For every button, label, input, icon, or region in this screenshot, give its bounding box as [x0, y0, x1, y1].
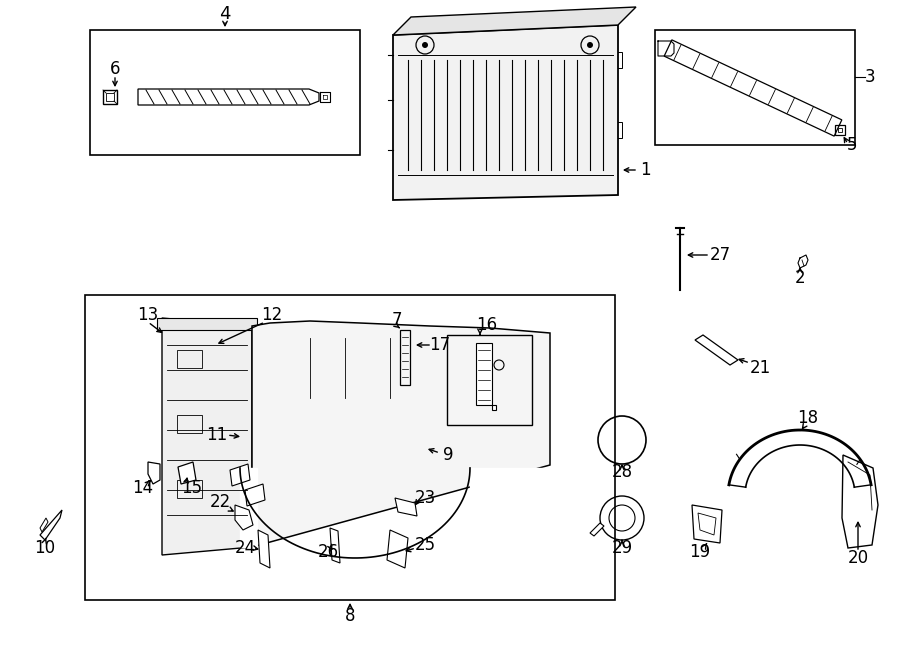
Bar: [177, 480, 202, 498]
Polygon shape: [138, 89, 319, 105]
Polygon shape: [157, 318, 257, 330]
Bar: [835, 125, 845, 135]
Text: 26: 26: [318, 543, 338, 561]
Polygon shape: [387, 530, 408, 568]
Text: 1: 1: [640, 161, 651, 179]
Text: 29: 29: [611, 539, 633, 557]
Bar: [106, 93, 114, 101]
Text: 21: 21: [750, 359, 770, 377]
Bar: [103, 90, 117, 104]
Polygon shape: [695, 335, 738, 365]
Polygon shape: [252, 321, 550, 547]
Polygon shape: [240, 468, 257, 547]
Polygon shape: [664, 40, 842, 136]
Text: 19: 19: [689, 543, 711, 561]
Text: 3: 3: [865, 68, 876, 86]
Polygon shape: [393, 25, 618, 200]
Text: 27: 27: [709, 246, 731, 264]
Text: 4: 4: [220, 5, 230, 23]
Bar: [177, 415, 202, 433]
Text: 6: 6: [110, 60, 121, 78]
Polygon shape: [842, 455, 878, 548]
Text: 9: 9: [443, 446, 454, 464]
Bar: [90, 30, 360, 155]
Polygon shape: [698, 513, 716, 535]
Polygon shape: [162, 318, 252, 555]
Polygon shape: [40, 510, 62, 540]
Polygon shape: [235, 505, 253, 530]
Polygon shape: [470, 468, 550, 547]
Text: 23: 23: [414, 489, 436, 507]
Text: 11: 11: [206, 426, 228, 444]
Polygon shape: [178, 462, 196, 484]
Text: 25: 25: [414, 536, 436, 554]
Polygon shape: [40, 518, 48, 532]
Text: 7: 7: [392, 311, 402, 329]
Polygon shape: [148, 462, 160, 484]
Text: 24: 24: [234, 539, 256, 557]
Text: 13: 13: [138, 306, 158, 324]
Polygon shape: [330, 528, 340, 563]
Text: 28: 28: [611, 463, 633, 481]
Bar: [85, 295, 615, 600]
Bar: [447, 335, 532, 425]
Text: 12: 12: [261, 306, 283, 324]
Text: 16: 16: [476, 316, 498, 334]
Text: 2: 2: [795, 269, 806, 287]
Bar: [400, 330, 410, 385]
Polygon shape: [476, 343, 496, 410]
Polygon shape: [245, 484, 265, 506]
Text: 17: 17: [429, 336, 451, 354]
Polygon shape: [395, 498, 417, 516]
Polygon shape: [590, 523, 604, 536]
Polygon shape: [393, 7, 636, 35]
Circle shape: [422, 42, 428, 48]
Bar: [177, 350, 202, 368]
Bar: [655, 30, 855, 145]
Text: 15: 15: [182, 479, 202, 497]
Text: 5: 5: [847, 136, 857, 154]
Polygon shape: [230, 464, 250, 486]
Polygon shape: [258, 530, 270, 568]
Text: 10: 10: [34, 539, 56, 557]
Text: 22: 22: [210, 493, 230, 511]
Bar: [610, 122, 622, 138]
Circle shape: [587, 42, 593, 48]
Text: 14: 14: [132, 479, 154, 497]
Text: 8: 8: [345, 607, 356, 625]
Bar: [610, 52, 622, 68]
Bar: [838, 128, 842, 132]
Text: 20: 20: [848, 549, 868, 567]
Text: 18: 18: [797, 409, 819, 427]
Polygon shape: [692, 505, 722, 543]
